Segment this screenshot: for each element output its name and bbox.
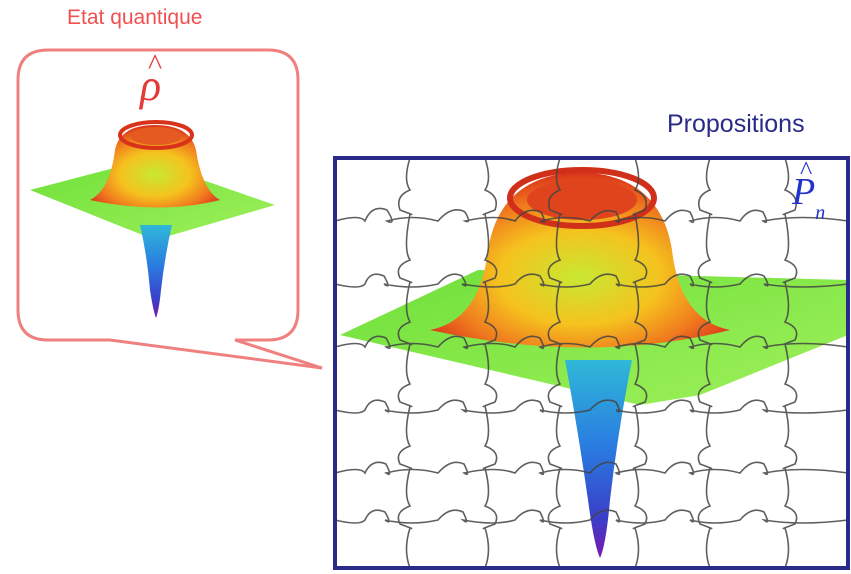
p-letter: P: [792, 171, 816, 213]
small-donut: [90, 125, 220, 208]
small-density-plot: [30, 120, 275, 318]
puzzle-grid: [334, 157, 849, 569]
large-donut-rim: [507, 167, 657, 229]
propositions-label: Propositions: [667, 110, 805, 138]
rho-hat-symbol: ^ ρ: [140, 48, 162, 111]
p-n-hat-symbol: ^ Pn: [792, 156, 825, 224]
large-donut-hole: [527, 180, 637, 220]
rho-hat-accent: ^: [148, 48, 163, 81]
large-funnel: [565, 360, 632, 558]
puzzle-frame: [333, 156, 850, 570]
quantum-state-label: Etat quantique: [67, 6, 203, 29]
small-funnel: [140, 225, 172, 318]
p-hat-accent: ^: [800, 156, 813, 185]
p-subscript: n: [815, 201, 826, 224]
small-donut-hole: [130, 127, 182, 145]
large-donut: [430, 172, 730, 348]
propositions-puzzle: [333, 156, 850, 570]
rho-letter: ρ: [140, 61, 162, 110]
small-donut-rim: [118, 120, 194, 150]
